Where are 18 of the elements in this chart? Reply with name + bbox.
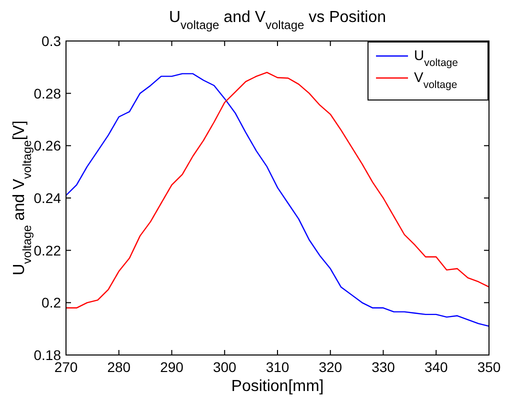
x-tick-label: 340 xyxy=(424,359,448,375)
x-tick-label: 350 xyxy=(477,359,501,375)
x-tick-label: 280 xyxy=(107,359,131,375)
chart-title: U$_{voltage}$ and V$_{voltage}$ vs Position xyxy=(168,9,386,32)
y-tick-label: 0.3 xyxy=(42,33,62,49)
x-tick-label: 330 xyxy=(372,359,396,375)
y-tick-label: 0.28 xyxy=(34,85,62,102)
x-tick-label: 300 xyxy=(212,359,237,375)
x-axis-title: Position[mm] xyxy=(231,378,324,395)
x-tick-label: 320 xyxy=(318,359,342,375)
x-tick-label: 310 xyxy=(266,359,290,375)
y-tick-label: 0.24 xyxy=(34,190,62,206)
y-tick-label: 0.22 xyxy=(34,242,62,258)
x-tick-label: 290 xyxy=(160,359,184,375)
y-tick-label: 0.2 xyxy=(42,294,62,311)
legend-label: V$_{voltage}$ xyxy=(414,69,458,91)
y-tick-label: 0.26 xyxy=(34,138,62,154)
legend-label: U$_{voltage}$ xyxy=(414,47,458,69)
